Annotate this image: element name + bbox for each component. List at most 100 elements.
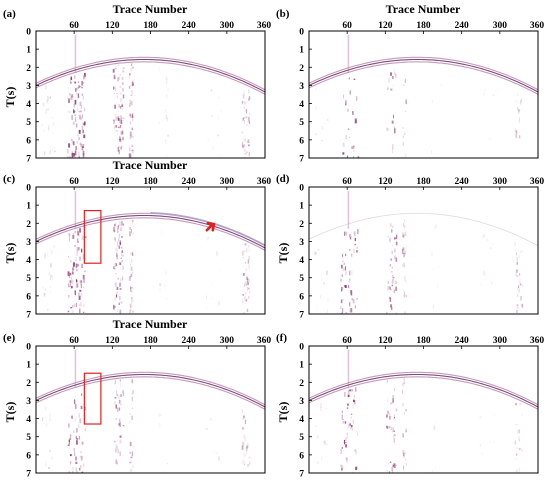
x-tick-label: 180	[416, 177, 431, 187]
y-tick-label: 3	[26, 238, 31, 248]
x-tick-label: 360	[257, 177, 272, 187]
y-tick-label: 6	[299, 292, 304, 302]
y-tick-label: 1	[299, 46, 304, 56]
highlight-box	[83, 209, 102, 264]
top-title-left: Trace Number	[113, 2, 188, 16]
y-tick-label: 1	[26, 202, 31, 212]
x-tick-label: 60	[69, 177, 79, 187]
panel-label-f: (f)	[276, 332, 287, 344]
reflection-event	[309, 376, 538, 410]
x-tick-label: 240	[455, 21, 470, 31]
plot-background	[36, 346, 265, 473]
x-tick-label: 360	[530, 336, 545, 346]
highlight-box	[83, 372, 102, 425]
x-tick-label: 180	[416, 21, 431, 31]
reflection-event	[309, 56, 538, 91]
reflection-event	[36, 214, 265, 249]
y-tick-label: 2	[26, 64, 31, 74]
x-tick-label: 360	[530, 177, 545, 187]
ylabel-f: T(s)	[276, 402, 290, 423]
y-tick-label: 7	[299, 470, 304, 480]
x-tick-label: 120	[105, 177, 120, 187]
y-tick-label: 2	[26, 220, 31, 230]
y-tick-label: 2	[299, 379, 304, 389]
x-tick-label: 60	[69, 21, 79, 31]
y-tick-label: 0	[299, 184, 304, 194]
reflection-event	[36, 58, 265, 93]
plot-background	[309, 187, 538, 314]
panel-c-title: Trace Number	[113, 158, 188, 172]
y-tick-label: 3	[299, 397, 304, 407]
x-tick-label: 300	[220, 336, 235, 346]
y-tick-label: 6	[26, 136, 31, 146]
y-tick-label: 4	[26, 256, 31, 266]
panel-label-d: (d)	[276, 173, 290, 185]
x-tick-label: 120	[378, 21, 393, 31]
x-tick-label: 300	[493, 21, 508, 31]
ylabel-e: T(s)	[3, 402, 17, 423]
panel-b: 60 120 180 240 300 360 0 1 2 3 4 5 6 7	[299, 21, 544, 165]
y-tick-label: 4	[26, 100, 31, 110]
x-tick-label: 60	[342, 177, 352, 187]
x-tick-label: 120	[105, 21, 120, 31]
y-tick-label: 3	[26, 397, 31, 407]
y-tick-label: 5	[299, 274, 304, 284]
reflection-event	[309, 212, 538, 247]
y-tick-label: 1	[299, 202, 304, 212]
x-tick-label: 120	[105, 336, 120, 346]
y-tick-label: 0	[299, 343, 304, 353]
x-tick-label: 360	[257, 21, 272, 31]
y-tick-label: 3	[299, 238, 304, 248]
x-tick-label: 240	[182, 21, 197, 31]
x-tick-label: 60	[342, 336, 352, 346]
y-tick-label: 5	[299, 118, 304, 128]
x-tick-label: 180	[143, 177, 158, 187]
panel-label-e: (e)	[3, 332, 16, 344]
y-tick-label: 4	[26, 415, 31, 425]
reflection-event	[36, 376, 265, 410]
panel-a: 60 120 180 240 300 360 0 1 2 3 4 5 6 7	[26, 21, 272, 165]
reflection-event	[36, 373, 265, 408]
x-tick-label: 240	[182, 336, 197, 346]
x-tick-label: 180	[143, 336, 158, 346]
plot-background	[309, 31, 538, 158]
x-tick-label: 180	[416, 336, 431, 346]
plot-background	[309, 346, 538, 473]
reflection-event	[309, 61, 538, 95]
x-tick-label: 120	[378, 177, 393, 187]
y-tick-label: 6	[26, 292, 31, 302]
y-tick-label: 4	[299, 100, 304, 110]
y-tick-label: 6	[26, 451, 31, 461]
y-tick-label: 5	[26, 118, 31, 128]
panel-label-a: (a)	[3, 8, 16, 20]
panel-f: 60 120 180 240 300 360 0 1 2 3 4 5 6 7	[299, 336, 545, 480]
y-tick-label: 6	[299, 451, 304, 461]
x-tick-label: 240	[455, 336, 470, 346]
x-tick-label: 120	[378, 336, 393, 346]
x-tick-label: 360	[257, 336, 272, 346]
reflection-event	[36, 61, 265, 95]
top-title-right: Trace Number	[386, 2, 461, 16]
y-tick-label: 3	[299, 82, 304, 92]
x-tick-label: 180	[143, 21, 158, 31]
y-tick-label: 0	[26, 343, 31, 353]
x-tick-label: 60	[69, 336, 79, 346]
y-tick-label: 4	[299, 415, 304, 425]
reflection-event	[36, 56, 265, 91]
y-tick-label: 0	[299, 28, 304, 38]
reflection-event	[309, 58, 538, 93]
y-tick-label: 5	[26, 433, 31, 443]
x-tick-label: 300	[220, 177, 235, 187]
y-tick-label: 1	[26, 46, 31, 56]
panel-d: 60 120 180 240 300 360 0 1 2 3 4 5 6 7	[299, 177, 545, 321]
x-tick-label: 240	[455, 177, 470, 187]
y-tick-label: 2	[299, 64, 304, 74]
y-tick-label: 7	[26, 470, 31, 480]
plot-background	[36, 187, 265, 314]
y-tick-label: 6	[299, 136, 304, 146]
y-tick-label: 3	[26, 82, 31, 92]
y-tick-label: 5	[299, 433, 304, 443]
y-tick-label: 7	[299, 155, 304, 165]
y-tick-label: 1	[299, 361, 304, 371]
y-tick-label: 2	[299, 220, 304, 230]
